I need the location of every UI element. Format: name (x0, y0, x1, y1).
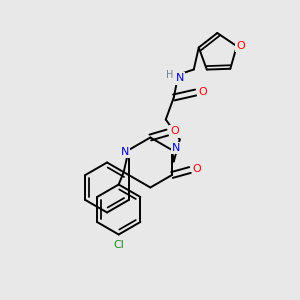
Text: Cl: Cl (113, 239, 124, 250)
Text: N: N (176, 74, 184, 83)
Text: H: H (166, 70, 173, 80)
Text: O: O (193, 164, 201, 174)
Text: N: N (172, 143, 180, 153)
Text: O: O (198, 88, 207, 98)
Text: O: O (170, 127, 179, 136)
Text: N: N (121, 147, 129, 157)
Text: O: O (236, 41, 245, 51)
Text: N: N (172, 143, 180, 153)
